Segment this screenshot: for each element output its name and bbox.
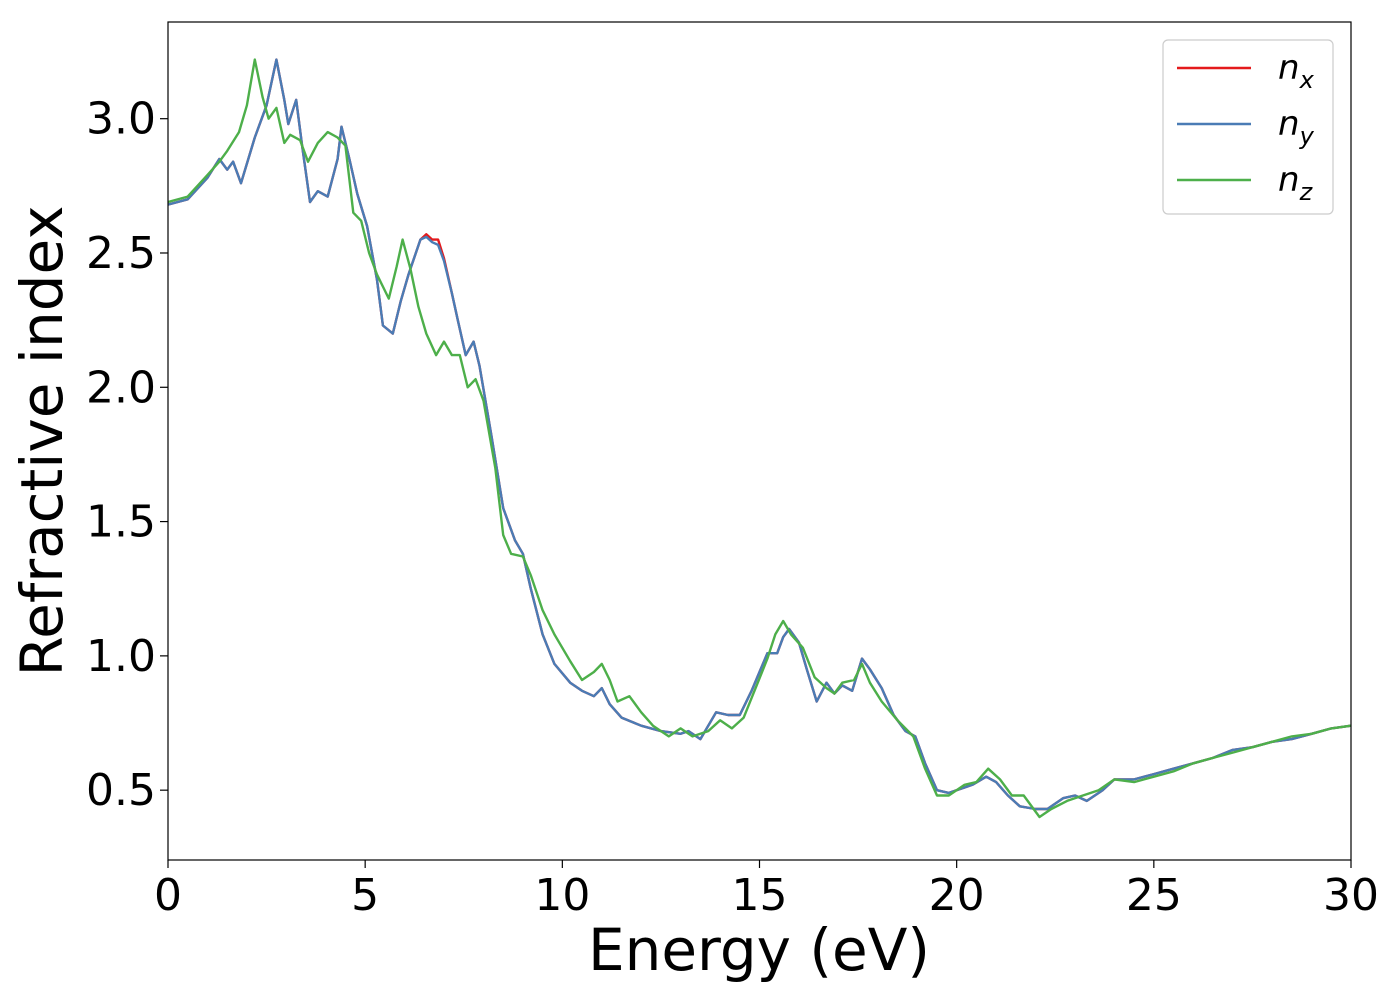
x-tick-label: 15 (732, 870, 788, 921)
legend: nx ny nz (1162, 39, 1334, 215)
legend-label-n-z: nz (1278, 160, 1314, 206)
x-tick-label: 30 (1323, 870, 1379, 921)
series-line-n-y (167, 58, 1352, 811)
series-line-n-z (167, 58, 1352, 819)
y-tick-label: 1.5 (86, 497, 156, 548)
plot-area (168, 22, 1351, 860)
x-tick-label: 25 (1126, 870, 1182, 921)
y-axis-label: Refractive index (8, 205, 76, 676)
y-tick-label: 2.0 (86, 362, 156, 413)
y-tick-label: 3.0 (86, 94, 156, 145)
legend-label-n-x: nx (1278, 48, 1315, 94)
legend-box (1162, 39, 1334, 215)
x-tick-label: 10 (534, 870, 590, 921)
x-tick-label: 20 (929, 870, 985, 921)
y-tick-label: 0.5 (86, 765, 156, 816)
y-tick-label: 2.5 (86, 228, 156, 279)
x-axis: 0 5 10 15 20 25 30 (154, 860, 1379, 921)
y-tick-label: 1.0 (86, 631, 156, 682)
y-axis: 0.5 1.0 1.5 2.0 2.5 3.0 (86, 94, 168, 816)
x-axis-label: Energy (eV) (588, 916, 930, 984)
legend-label-n-y: ny (1278, 104, 1315, 150)
x-tick-label: 0 (154, 870, 182, 921)
series-layer (167, 58, 1352, 819)
x-tick-label: 5 (351, 870, 379, 921)
